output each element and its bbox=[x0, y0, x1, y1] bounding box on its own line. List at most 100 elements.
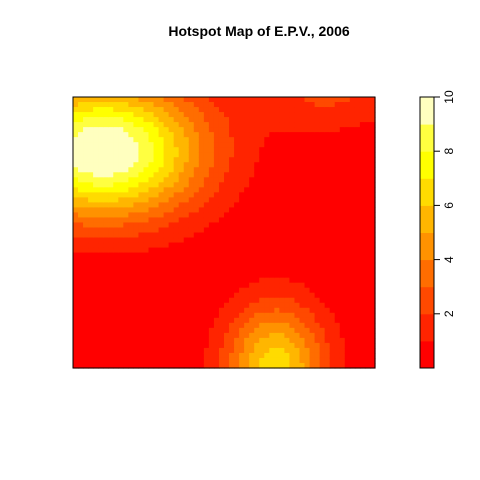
heat-cell bbox=[304, 322, 311, 329]
heat-cell bbox=[359, 132, 366, 138]
heat-cell bbox=[299, 287, 306, 294]
heat-cell bbox=[203, 222, 210, 229]
heat-cell bbox=[198, 232, 205, 239]
heat-cell bbox=[369, 342, 376, 349]
heat-cell bbox=[178, 237, 185, 244]
heat-cell bbox=[339, 297, 346, 304]
heat-cell bbox=[324, 102, 331, 108]
heat-cell bbox=[98, 342, 104, 349]
heat-cell bbox=[88, 222, 94, 229]
heat-cell bbox=[118, 162, 124, 168]
heat-cell bbox=[113, 122, 119, 128]
heat-cell bbox=[229, 337, 235, 344]
heat-cell bbox=[324, 202, 331, 209]
heat-cell bbox=[123, 192, 129, 198]
heat-cell bbox=[133, 317, 140, 324]
heat-cell bbox=[299, 122, 306, 128]
heat-cell bbox=[138, 287, 145, 294]
heat-cell bbox=[113, 357, 119, 364]
heat-cell bbox=[304, 217, 311, 224]
heat-cell bbox=[98, 307, 104, 314]
heat-cell bbox=[193, 117, 200, 123]
heat-cell bbox=[113, 297, 119, 304]
heat-cell bbox=[98, 237, 104, 244]
heat-cell bbox=[73, 292, 79, 299]
heat-cell bbox=[249, 287, 255, 294]
heat-cell bbox=[334, 302, 341, 309]
heat-cell bbox=[173, 97, 180, 103]
heat-cell bbox=[83, 317, 89, 324]
heat-cell bbox=[349, 242, 356, 249]
heat-cell bbox=[259, 327, 265, 334]
heat-cell bbox=[244, 317, 250, 324]
heat-cell bbox=[294, 237, 301, 244]
heat-cell bbox=[259, 157, 265, 163]
heat-cell bbox=[339, 277, 346, 284]
heat-cell bbox=[239, 312, 245, 319]
heat-cell bbox=[294, 297, 301, 304]
heat-cell bbox=[88, 327, 94, 334]
heat-cell bbox=[354, 132, 361, 138]
heat-cell bbox=[274, 117, 280, 123]
heat-cell bbox=[163, 327, 170, 334]
heat-cell bbox=[78, 182, 84, 188]
heat-cell bbox=[108, 362, 114, 369]
heat-cell bbox=[203, 167, 210, 173]
heat-cell bbox=[173, 357, 180, 364]
heat-cell bbox=[304, 347, 311, 354]
heat-cell bbox=[128, 327, 134, 334]
heat-cell bbox=[239, 232, 245, 239]
heat-cell bbox=[78, 197, 84, 203]
heat-cell bbox=[73, 172, 79, 178]
heat-cell bbox=[304, 242, 311, 249]
heat-cell bbox=[344, 177, 351, 183]
heat-cell bbox=[188, 172, 195, 178]
heat-cell bbox=[183, 262, 190, 269]
heat-cell bbox=[364, 357, 371, 364]
heat-cell bbox=[93, 277, 99, 284]
heat-cell bbox=[103, 362, 109, 369]
heat-cell bbox=[138, 187, 145, 193]
heat-cell bbox=[244, 252, 250, 259]
heat-cell bbox=[239, 277, 245, 284]
heat-cell bbox=[218, 122, 225, 128]
heat-cell bbox=[118, 107, 124, 113]
heat-cell bbox=[319, 317, 326, 324]
heat-cell bbox=[148, 342, 155, 349]
heat-cell bbox=[314, 157, 321, 163]
heat-cell bbox=[213, 102, 220, 108]
heat-cell bbox=[178, 262, 185, 269]
heat-cell bbox=[133, 267, 140, 274]
heat-cell bbox=[123, 327, 129, 334]
heat-cell bbox=[128, 217, 134, 224]
heat-cell bbox=[359, 207, 366, 214]
heat-cell bbox=[244, 247, 250, 254]
heat-cell bbox=[339, 272, 346, 279]
heat-cell bbox=[344, 247, 351, 254]
heat-cell bbox=[163, 262, 170, 269]
heat-cell bbox=[123, 167, 129, 173]
heat-cell bbox=[73, 207, 79, 214]
heat-cell bbox=[103, 232, 109, 239]
heat-cell bbox=[198, 337, 205, 344]
heat-cell bbox=[193, 267, 200, 274]
heat-cell bbox=[98, 112, 104, 118]
heat-cell bbox=[163, 337, 170, 344]
heat-cell bbox=[354, 102, 361, 108]
heat-cell bbox=[279, 347, 285, 354]
heat-cell bbox=[168, 332, 175, 339]
heat-cell bbox=[188, 112, 195, 118]
heat-cell bbox=[138, 252, 145, 259]
heat-cell bbox=[244, 227, 250, 234]
heat-cell bbox=[244, 187, 250, 193]
heat-cell bbox=[259, 132, 265, 138]
heat-cell bbox=[148, 167, 155, 173]
heat-cell bbox=[163, 142, 170, 148]
heat-cell bbox=[138, 122, 145, 128]
heat-cell bbox=[78, 212, 84, 219]
heat-cell bbox=[339, 357, 346, 364]
heat-cell bbox=[329, 352, 336, 359]
heat-cell bbox=[213, 327, 220, 334]
heat-cell bbox=[153, 342, 160, 349]
heat-cell bbox=[299, 142, 306, 148]
